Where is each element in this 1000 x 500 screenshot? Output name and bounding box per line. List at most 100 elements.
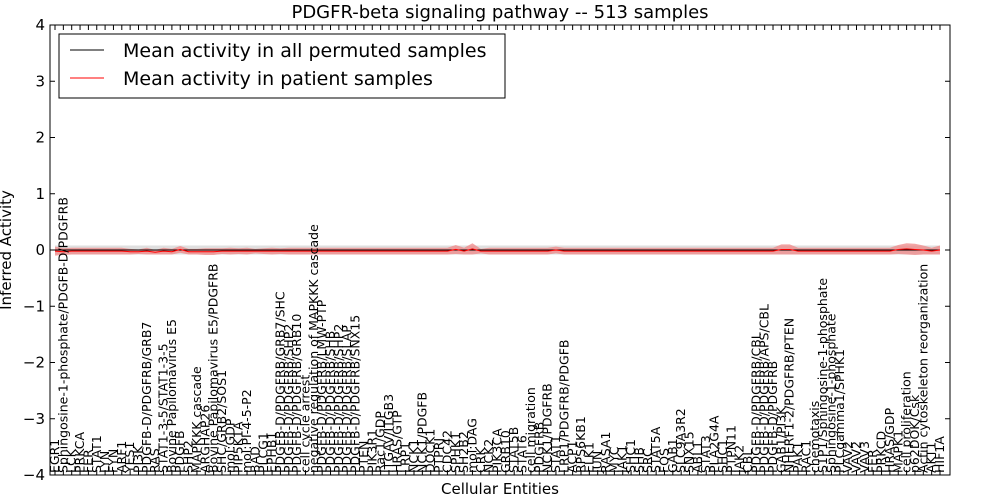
entity-label: PDGFB-D/PDGFRB/SNX15 — [348, 315, 363, 473]
entity-label: ABL1 — [690, 441, 705, 473]
patient-band-group — [55, 243, 940, 256]
entity-label: FER — [865, 449, 880, 473]
entity-label: MYC — [606, 446, 621, 473]
entity-label: GAB1 — [665, 438, 680, 473]
entity-label: PDGFB-D/PDGFRB/GRB10 — [289, 314, 304, 473]
entity-label: STAT6 — [515, 435, 530, 473]
entity-label: VAV3 — [857, 441, 872, 473]
entity-label: GRB10 — [498, 430, 513, 473]
legend-patient-label: Mean activity in patient samples — [123, 68, 433, 90]
entity-label: JUN — [590, 451, 605, 474]
entity-label: PDGFB-D/PDGFRB/GRB7 — [139, 322, 154, 473]
entity-label: SHP2 — [181, 440, 196, 473]
entity-label: STAT5B — [506, 427, 521, 473]
entity-label: SLC9A3R2 — [673, 408, 688, 473]
patient-band — [55, 243, 940, 256]
entity-label: PDGFB-D/PDGFRB — [765, 361, 780, 473]
entity-label: Bovine Papilomavirus E5 — [164, 319, 179, 473]
legend-box — [58, 33, 506, 99]
entity-label: FYN — [105, 449, 120, 473]
entity-label: JAK1 — [615, 445, 630, 474]
entity-label: VAV2 — [840, 441, 855, 473]
y-tick-label: 0 — [35, 241, 45, 259]
entity-label: PDGFB-D/PDGFRB/SLAP — [339, 325, 354, 473]
entity-label: SRC — [640, 448, 655, 473]
legend-permuted-label: Mean activity in all permuted samples — [123, 40, 486, 62]
y-axis-label: Inferred Activity — [0, 190, 15, 310]
entity-label: PAK1 — [790, 442, 805, 473]
entity-label: negative regulation of MAPKKK cascade — [306, 224, 321, 473]
entity-label: ACP1 — [565, 440, 580, 473]
y-tick-label: 2 — [35, 129, 45, 147]
entity-label: PTPN11 — [723, 425, 738, 473]
y-ticks-group: −4 −3 −2 −1 0 1 2 3 4 — [23, 16, 950, 484]
entity-label: STAT3 — [698, 435, 713, 473]
entity-label: PDGFRB — [531, 422, 546, 473]
entity-label: PTEN — [356, 441, 371, 473]
entity-label: BAD — [247, 446, 262, 473]
legend: Mean activity in all permuted samples Me… — [58, 33, 506, 99]
entity-label: Actin cytoskeleton reorganization — [915, 264, 930, 473]
entity-label: RASA1 — [598, 432, 613, 473]
entity-label: PIP5K1A — [231, 421, 246, 473]
patient-mean-line — [54, 248, 941, 253]
entity-label: SNX15 — [682, 431, 697, 473]
entity-label: Sphingosine-1-phosphate/PDGFB-D/PDGFRB — [55, 197, 70, 473]
entity-label: HRAS/GTP — [389, 410, 404, 473]
entity-label: NCK1/PDGFRB — [540, 383, 555, 473]
entity-label: HRAS/GDP — [882, 407, 897, 473]
chart-title: PDGFR-beta signaling pathway -- 513 samp… — [291, 2, 708, 23]
entity-label: PRKCA — [72, 432, 87, 473]
entity-label: PDGFB-D/PDGFRB/SHP2 — [281, 324, 296, 473]
entity-label: LRP1 — [398, 442, 413, 473]
entity-label: mol:DAG — [464, 418, 479, 473]
entity-label: LCK — [64, 448, 79, 473]
entity-label: NCK2 — [481, 439, 496, 473]
series-lines-group — [54, 248, 941, 253]
entity-label: VAV2 — [849, 441, 864, 473]
entity-label: MAPK1 — [890, 430, 905, 473]
entity-label: cell proliferation — [899, 371, 914, 473]
y-tick-label: −2 — [23, 354, 45, 372]
y-tick-label: −4 — [23, 466, 45, 484]
entity-label: SHC/GRB2/SOS1 — [214, 370, 229, 473]
entity-label: PIK3CA — [490, 428, 505, 473]
entity-label: chemotaxis — [807, 401, 822, 473]
y-tick-label: −1 — [23, 297, 45, 315]
entity-label: p62DOK/Csk — [907, 394, 922, 473]
entity-label: ITGAV/ITGB3 — [381, 394, 396, 473]
x-axis-label: Cellular Entities — [441, 480, 559, 498]
entity-label: PI3K — [130, 445, 145, 473]
entity-label: PLCgamma1/SPHK1 — [832, 349, 847, 473]
y-tick-label: 3 — [35, 72, 45, 90]
entity-label: S1P1/Sphingosine-1-phosphate — [815, 278, 830, 473]
entity-label: EPHB1 — [264, 432, 279, 473]
entity-label: PLCG1 — [256, 432, 271, 473]
entity-label: PDGFB-D/PDGFRB/CBL — [748, 332, 763, 473]
entity-label: STAT1 — [548, 435, 563, 473]
entity-label: ELK1 — [581, 442, 596, 473]
entity-label: PRKCD — [874, 431, 889, 473]
entity-label: STAT5A — [648, 426, 663, 473]
entity-label: SHC1 — [715, 439, 730, 473]
entity-label: CDC42 — [439, 430, 454, 473]
entity-label: DOCK1 — [423, 429, 438, 473]
entity-label: STAT1 — [89, 435, 104, 473]
entity-label: FOS — [656, 448, 671, 473]
entity-label: SH2B2 — [456, 431, 471, 473]
entity-label: cell cycle arrest — [297, 375, 312, 473]
entity-label: Bovine Papilomavirus E5/PDGFRB — [206, 264, 221, 473]
entity-label: PDGFB-D/PDGFRB/LMW-PTP — [314, 299, 329, 473]
entity-label: RAS — [147, 448, 162, 473]
entity-label: SHC1 — [623, 439, 638, 473]
entity-label: LYN — [97, 451, 112, 473]
entity-label: Rac1/GDP — [373, 411, 388, 473]
entity-label: PLA2G4A — [707, 415, 722, 473]
entity-label: CRK — [473, 447, 488, 473]
entity-label: cell migration — [523, 387, 538, 473]
entity-labels-group: EGR1Sphingosine-1-phosphate/PDGFB-D/PDGF… — [47, 197, 947, 474]
entity-label: NHERF1-2/PDGFRB/PTEN — [782, 318, 797, 473]
entity-label: LRP1/PDGFRB/PDGFB — [556, 340, 571, 473]
entity-label: PDGFB-D/PDGFRB/APS/CBL — [757, 304, 772, 473]
